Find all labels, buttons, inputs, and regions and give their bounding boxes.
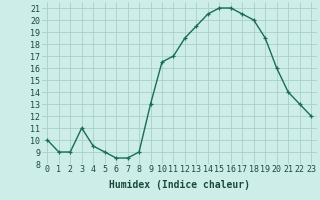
X-axis label: Humidex (Indice chaleur): Humidex (Indice chaleur): [109, 180, 250, 190]
